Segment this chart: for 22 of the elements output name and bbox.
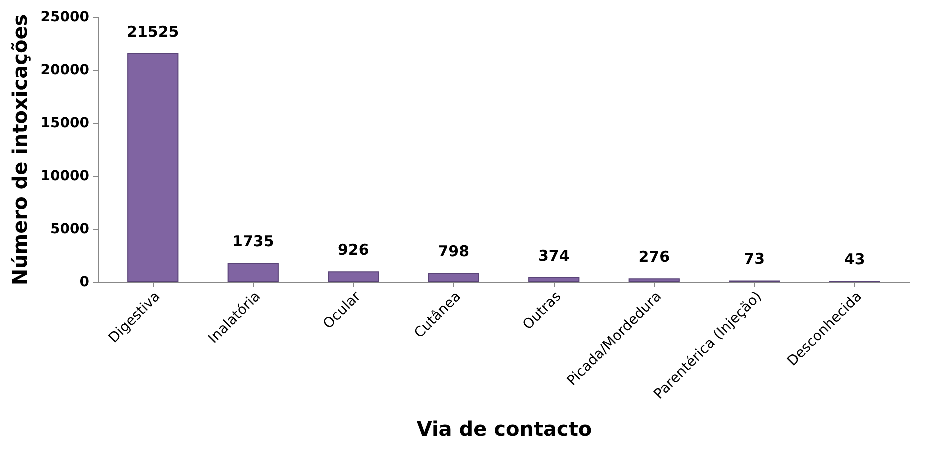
y-tick-label: 15000 <box>40 116 90 132</box>
data-label: 43 <box>844 250 866 269</box>
bar <box>128 53 179 282</box>
data-label: 374 <box>538 247 570 266</box>
y-tick-label: 0 <box>80 274 90 290</box>
y-tick-label: 5000 <box>50 222 90 238</box>
data-label: 21525 <box>127 22 180 41</box>
bar <box>328 272 380 282</box>
bar <box>528 278 580 282</box>
data-label: 276 <box>638 248 670 266</box>
bar <box>428 273 480 282</box>
data-label: 798 <box>438 242 470 261</box>
y-tick-label: 10000 <box>40 168 90 184</box>
x-axis-title: Via de contacto <box>416 416 592 441</box>
y-axis-title: Número de intoxicações <box>8 14 32 286</box>
data-label: 1735 <box>232 232 274 251</box>
data-label: 926 <box>338 241 370 260</box>
bar <box>228 263 279 282</box>
bar <box>628 278 680 282</box>
data-label: 73 <box>744 250 766 268</box>
y-tick-label: 20000 <box>40 62 90 78</box>
y-tick-label: 25000 <box>40 10 90 26</box>
